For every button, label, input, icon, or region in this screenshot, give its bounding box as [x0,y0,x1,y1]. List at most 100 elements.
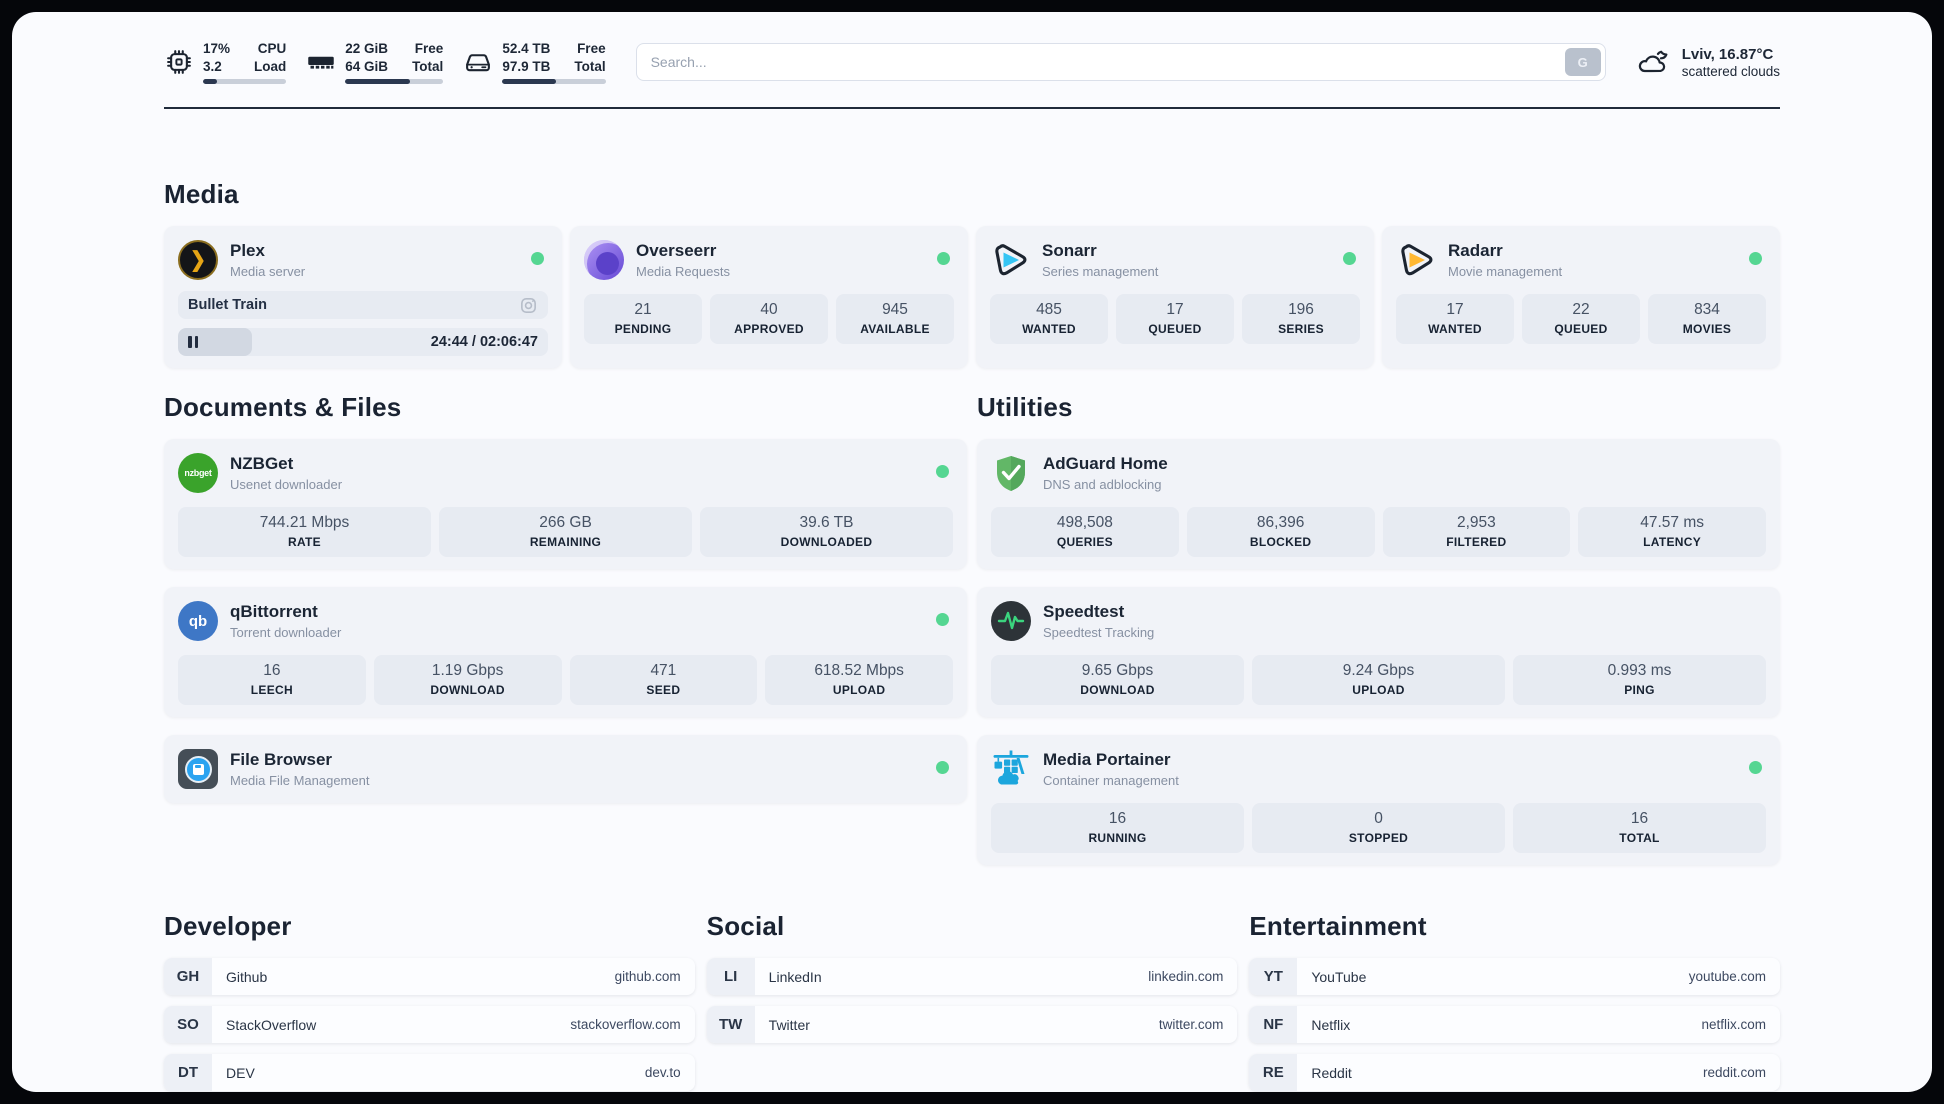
system-widget-text: 17% CPU 3.2 Load [203,40,287,85]
stat-box: 47.57 ms LATENCY [1578,507,1766,557]
playback-time: 24:44 / 02:06:47 [430,334,538,350]
app-title: Plex [230,241,265,260]
app-card-header: File Browser Media File Management [178,747,953,791]
stat-value: 0 [1374,810,1383,827]
bookmark-url: youtube.com [1688,969,1767,984]
stat-label: DOWNLOADED [780,535,873,549]
bookmark-url: reddit.com [1702,1065,1767,1080]
cloud-moon-icon [1636,45,1672,79]
bookmark-row[interactable]: GH Github github.com [164,958,695,995]
disk-progress-bar [502,79,606,85]
bookmark-row[interactable]: DT DEV dev.to [164,1054,695,1091]
section-title-social: Social [706,911,785,941]
app-description: Media File Management [230,773,370,788]
stat-value: 1.19 Gbps [431,662,504,679]
bookmark-initials-badge: SO [164,1006,212,1043]
bookmark-initials-badge: DT [164,1054,212,1091]
bookmark-row[interactable]: TW Twitter twitter.com [706,1006,1238,1043]
app-stats-row: 485 WANTED 17 QUEUED 196 SERIES [990,294,1360,344]
app-stats-row: 17 WANTED 22 QUEUED 834 MOVIES [1396,294,1766,344]
app-card-filebrowser[interactable]: File Browser Media File Management [164,735,967,803]
bookmark-sections: Developer GH Github github.com SO StackOverfl… [164,911,1781,1092]
app-description: Movie management [1448,264,1563,279]
system-widget-text: 52.4 TB Free 97.9 TB Total [502,40,606,85]
app-title: Sonarr [1042,241,1097,260]
bookmark-row[interactable]: LI LinkedIn linkedin.com [706,958,1238,995]
app-card-header: AdGuard Home DNS and adblocking [991,451,1766,495]
pause-icon[interactable] [188,336,198,348]
app-stats-row: 744.21 Mbps RATE 266 GB REMAINING 39.6 TB DOW… [178,507,953,557]
app-card-header: Media Portainer Container management [991,747,1766,791]
app-card-sonarr[interactable]: Sonarr Series management 485 WANTED 17 QUEUED… [976,226,1374,368]
stat-value: 945 [882,301,908,318]
stat-value: 618.52 Mbps [814,662,904,679]
section-title-developer: Developer [164,911,292,941]
app-title: Radarr [1448,241,1503,260]
section-media: Media ❯ Plex Media server Bullet Train 24:44… [164,179,1780,368]
stat-box: 21 PENDING [584,294,702,344]
app-card-adguard[interactable]: AdGuard Home DNS and adblocking 498,508 QUE… [977,439,1780,569]
stat-value: 266 GB [539,514,592,531]
app-card-qbittorrent[interactable]: qb qBittorrent Torrent downloader 16 LEECH 1.… [164,587,967,717]
status-online-dot [937,252,950,265]
system-value: 97.9 TB [502,58,551,74]
cpu-progress-bar [203,79,287,85]
app-stats-row: 21 PENDING 40 APPROVED 945 AVAILABLE [584,294,954,344]
stat-box: 86,396 BLOCKED [1186,507,1375,557]
app-card-titles: NZBGet Usenet downloader [230,454,342,492]
stat-box: 744.21 Mbps RATE [178,507,431,557]
system-label: Load [254,58,287,74]
stat-box: 266 GB REMAINING [439,507,692,557]
stat-label: LATENCY [1643,535,1702,549]
stat-label: QUERIES [1056,535,1113,549]
section-title-media: Media [164,179,239,209]
system-label: Total [412,58,444,74]
stat-value: 0.993 ms [1607,662,1672,679]
cpu-icon [164,47,194,77]
stat-box: 9.24 Gbps UPLOAD [1252,655,1505,705]
bookmark-row[interactable]: NF Netflix netflix.com [1249,1006,1781,1043]
app-description: Container management [1043,773,1179,788]
app-card-radarr[interactable]: Radarr Movie management 17 WANTED 22 QUEUED 83… [1382,226,1780,368]
stat-label: BLOCKED [1249,535,1312,549]
stat-label: FILTERED [1446,535,1507,549]
system-widget-disk: 52.4 TB Free 97.9 TB Total [463,40,606,85]
stat-box: 16 LEECH [178,655,366,705]
stat-value: 21 [634,301,652,318]
stat-label: AVAILABLE [860,322,930,336]
portainer-icon [991,749,1031,789]
app-stats-row: 16 RUNNING 0 STOPPED 16 TOTAL [991,803,1766,853]
system-label: Total [574,58,606,74]
system-value: 22 GiB [345,40,389,56]
search-input[interactable] [635,43,1606,81]
bookmark-row[interactable]: SO StackOverflow stackoverflow.com [164,1006,695,1043]
bookmark-row[interactable]: RE Reddit reddit.com [1249,1054,1781,1091]
bookmark-initials-badge: YT [1249,958,1298,995]
search-engine-button[interactable]: G [1564,48,1601,76]
bookmark-initials-badge: GH [164,958,212,995]
stat-label: LEECH [250,683,293,697]
bookmark-name: YouTube [1311,968,1367,985]
stat-label: QUEUED [1554,322,1608,336]
header-divider [164,107,1780,109]
stat-value: 40 [760,301,778,318]
camera-icon[interactable] [519,296,538,315]
app-title: NZBGet [230,454,294,473]
bookmark-row[interactable]: YT YouTube youtube.com [1249,958,1781,995]
bookmark-group-entertainment: Entertainment YT YouTube youtube.com NF Netfl… [1249,911,1781,1092]
system-widget-text: 22 GiB Free 64 GiB Total [345,40,444,85]
app-card-speedtest[interactable]: Speedtest Speedtest Tracking 9.65 Gbps DOWN… [977,587,1780,717]
system-value: 52.4 TB [502,40,551,56]
stat-label: UPLOAD [832,683,886,697]
app-card-nzbget[interactable]: nzbget NZBGet Usenet downloader 744.21 Mbps… [164,439,967,569]
bookmark-url: stackoverflow.com [570,1017,681,1032]
app-card-overseerr[interactable]: Overseerr Media Requests 21 PENDING 40 APPROV… [570,226,968,368]
bookmark-url: twitter.com [1158,1017,1224,1032]
app-card-titles: Overseerr Media Requests [636,241,730,279]
app-title: qBittorrent [230,602,318,621]
stat-label: DOWNLOAD [1080,683,1155,697]
app-card-portainer[interactable]: Media Portainer Container management 16 RUN… [977,735,1780,865]
app-card-titles: File Browser Media File Management [230,750,369,788]
app-card-plex[interactable]: ❯ Plex Media server Bullet Train 24:44 / 02:… [164,226,562,368]
stat-value: 498,508 [1056,514,1113,531]
